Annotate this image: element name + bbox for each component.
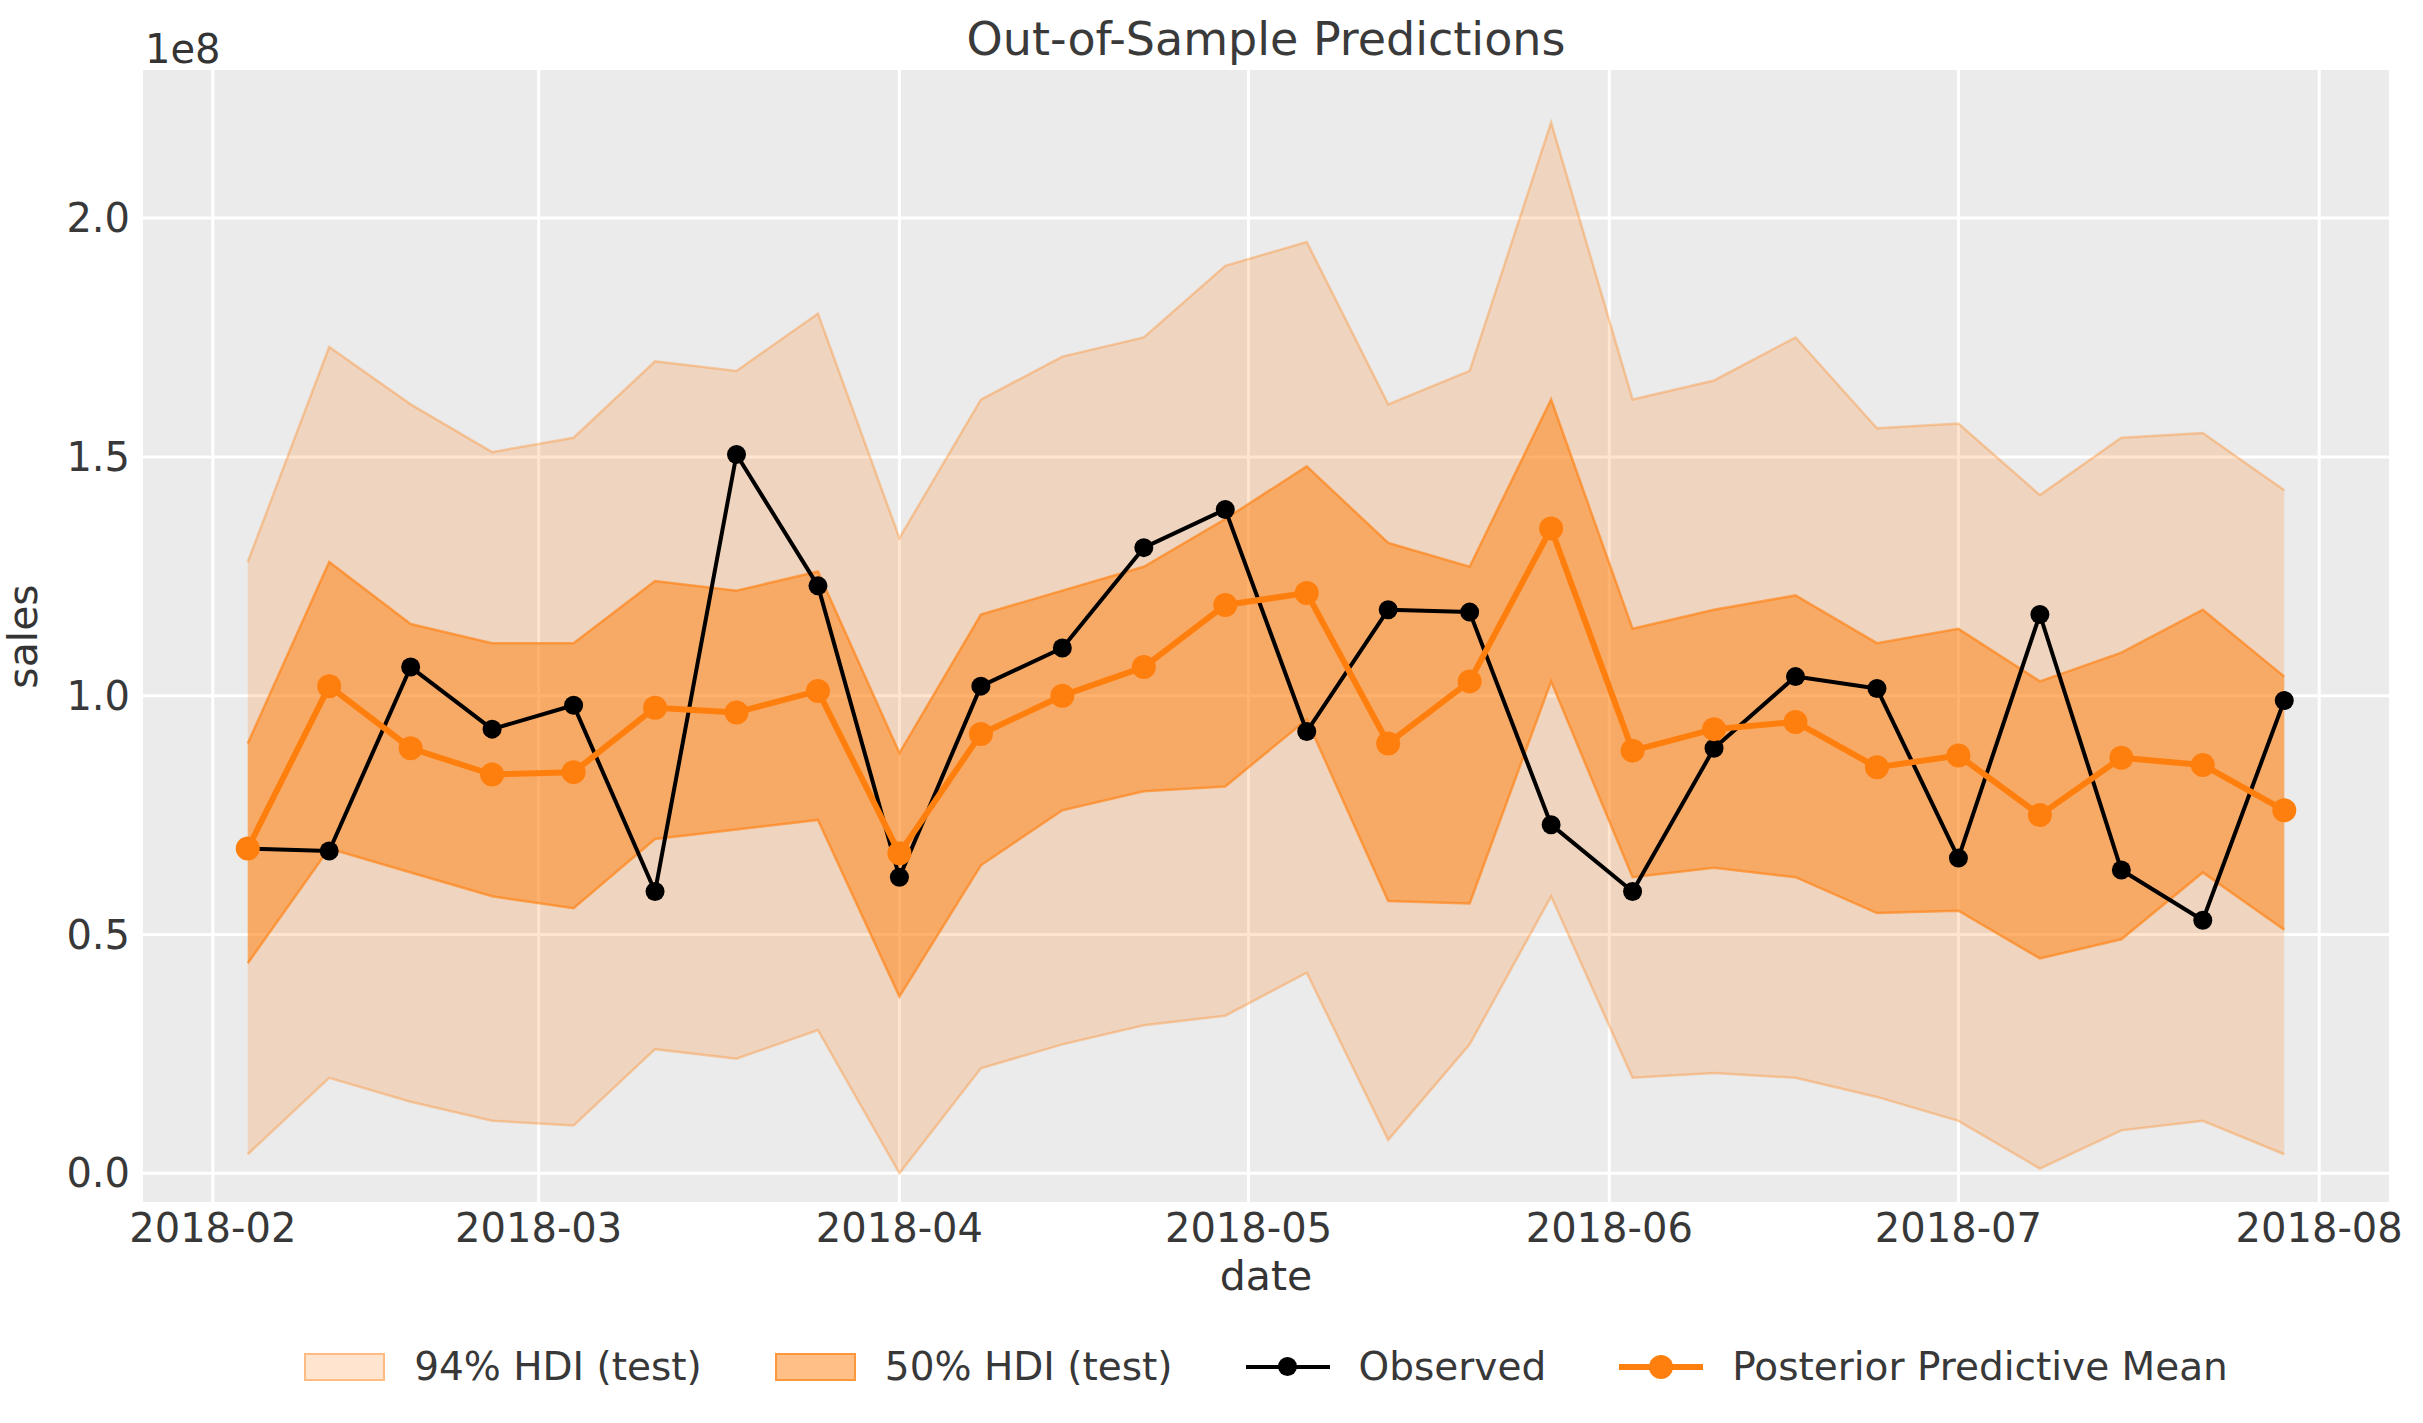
observed-line-icon: [1246, 1352, 1330, 1382]
chart-title: Out-of-Sample Predictions: [143, 16, 2389, 62]
mean-point: [1702, 717, 1726, 741]
mean-point: [480, 763, 504, 787]
mean-point: [1132, 655, 1156, 679]
observed-point: [808, 576, 827, 595]
mean-point: [1621, 739, 1645, 763]
mean-point: [1050, 684, 1074, 708]
observed-point: [483, 720, 502, 739]
figure: Out-of-Sample Predictions 1e8 sales date…: [0, 0, 2423, 1423]
observed-point: [646, 882, 665, 901]
x-tick-label: 2018-03: [429, 1208, 649, 1248]
mean-point: [1946, 743, 1970, 767]
observed-point: [1623, 882, 1642, 901]
hdi50-swatch: [775, 1353, 856, 1381]
x-tick-label: 2018-05: [1139, 1208, 1359, 1248]
observed-point: [890, 868, 909, 887]
mean-point: [643, 696, 667, 720]
mean-point: [317, 674, 341, 698]
mean-point: [2109, 746, 2133, 770]
observed-point: [2275, 691, 2294, 710]
legend-item-observed: Observed: [1246, 1347, 1547, 1386]
observed-point: [2112, 861, 2131, 880]
observed-point: [727, 445, 746, 464]
x-tick-label: 2018-07: [1848, 1208, 2068, 1248]
x-tick-label: 2018-06: [1499, 1208, 1719, 1248]
mean-point: [806, 679, 830, 703]
observed-point: [1053, 638, 1072, 657]
legend-item-hdi94: 94% HDI (test): [304, 1347, 702, 1386]
mean-point: [1458, 669, 1482, 693]
x-axis-label: date: [143, 1256, 2389, 1297]
observed-point: [2193, 911, 2212, 930]
mean-point: [1783, 710, 1807, 734]
y-tick-label: 0.0: [0, 1153, 130, 1193]
observed-point: [1542, 815, 1561, 834]
x-tick-label: 2018-08: [2209, 1208, 2423, 1248]
observed-point: [320, 841, 339, 860]
observed-point: [1134, 538, 1153, 557]
mean-line-icon: [1619, 1352, 1703, 1382]
x-tick-label: 2018-02: [103, 1208, 323, 1248]
mean-point: [399, 736, 423, 760]
legend-label: 94% HDI (test): [414, 1347, 702, 1386]
legend-label: Posterior Predictive Mean: [1732, 1347, 2228, 1386]
mean-point: [2028, 803, 2052, 827]
legend: 94% HDI (test) 50% HDI (test) Observed P…: [143, 1345, 2389, 1388]
legend-item-hdi50: 50% HDI (test): [775, 1347, 1173, 1386]
mean-point: [1539, 517, 1563, 541]
observed-point: [1379, 600, 1398, 619]
observed-point: [1460, 603, 1479, 622]
y-tick-label: 1.5: [0, 437, 130, 477]
mean-point: [1213, 593, 1237, 617]
observed-point: [1786, 667, 1805, 686]
observed-point: [1216, 500, 1235, 519]
y-tick-label: 2.0: [0, 198, 130, 238]
observed-point: [401, 658, 420, 677]
hdi94-swatch: [304, 1353, 385, 1381]
mean-point: [1376, 731, 1400, 755]
mean-point: [887, 841, 911, 865]
legend-item-mean: Posterior Predictive Mean: [1619, 1347, 2228, 1386]
observed-point: [1867, 679, 1886, 698]
observed-point: [1949, 849, 1968, 868]
y-tick-label: 0.5: [0, 915, 130, 955]
mean-point: [2272, 798, 2296, 822]
x-tick-label: 2018-04: [789, 1208, 1009, 1248]
mean-point: [969, 722, 993, 746]
observed-point: [564, 696, 583, 715]
legend-label: Observed: [1359, 1347, 1547, 1386]
mean-point: [2191, 753, 2215, 777]
observed-point: [1705, 739, 1724, 758]
observed-point: [971, 677, 990, 696]
y-axis-offset-label: 1e8: [145, 29, 221, 69]
legend-label: 50% HDI (test): [885, 1347, 1173, 1386]
mean-point: [725, 700, 749, 724]
mean-point: [1295, 581, 1319, 605]
observed-point: [1297, 722, 1316, 741]
mean-point: [562, 760, 586, 784]
observed-point: [2030, 605, 2049, 624]
y-tick-label: 1.0: [0, 676, 130, 716]
mean-point: [1865, 755, 1889, 779]
mean-point: [236, 837, 260, 861]
